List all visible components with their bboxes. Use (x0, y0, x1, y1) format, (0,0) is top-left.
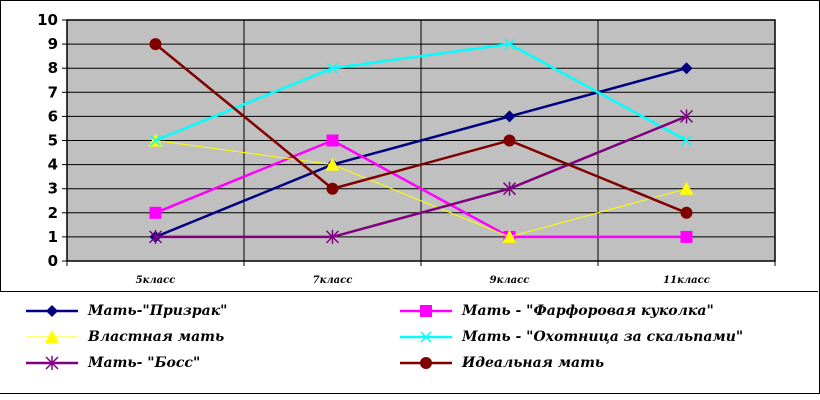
y-tick-label: 3 (48, 180, 58, 198)
data-point-0-2 (503, 110, 516, 123)
legend-swatch-marker (420, 305, 432, 317)
legend-item: Идеальная мать (398, 352, 604, 374)
data-point-3-2 (503, 38, 516, 50)
y-tick-label: 1 (48, 228, 58, 246)
legend-item: Мать- "Босс" (24, 352, 200, 374)
y-tick-label: 5 (48, 132, 58, 150)
legend-swatch-marker (46, 305, 58, 317)
x-tick-label: 5класс (136, 275, 176, 286)
legend-label: Мать- "Босс" (88, 355, 201, 371)
legend-swatch (400, 357, 452, 369)
y-tick-label: 10 (37, 11, 58, 29)
y-tick-label: 6 (48, 107, 58, 125)
legend-swatch-marker (45, 330, 59, 343)
data-point-1-0 (149, 206, 162, 219)
series-line-5 (154, 43, 687, 214)
data-point-2-1 (325, 157, 340, 171)
legend-item: Мать - "Фарфоровая куколка" (398, 300, 714, 322)
x-tick-label: 7класс (313, 275, 353, 286)
series-line-1 (155, 139, 687, 239)
data-point-2-3 (679, 181, 694, 195)
y-tick-label: 8 (48, 59, 58, 77)
legend-label: Мать - "Охотница за скальпами" (462, 329, 744, 345)
data-point-5-1 (326, 182, 339, 195)
data-point-3-3 (680, 134, 693, 147)
legend-swatch (400, 305, 452, 317)
legend-swatch-marker (45, 356, 59, 370)
data-point-1-1 (326, 134, 339, 147)
legend-item: Мать - "Охотница за скальпами" (398, 326, 743, 348)
x-tick-label: 11класс (663, 275, 710, 286)
data-point-2-2 (502, 229, 517, 243)
data-point-1-3 (680, 230, 693, 243)
data-point-3-1 (326, 62, 339, 74)
data-point-5-2 (503, 134, 516, 147)
legend-swatch (400, 331, 452, 343)
legend-label: Мать-"Призрак" (88, 303, 228, 319)
series-line-2 (155, 140, 687, 238)
plot-border (66, 19, 776, 262)
chart-plot: 0 1 2 3 4 5 6 7 8 9 10 5класс 7класс 9класс 11класс (37, 11, 776, 286)
data-point-5-3 (680, 206, 693, 219)
series-line-4 (155, 115, 687, 239)
legend-item: Мать-"Призрак" (24, 300, 227, 322)
chart-legend: Мать-"Призрак" Властная мать Мать- "Босс" М… (0, 291, 818, 393)
y-tick-label: 7 (48, 83, 58, 101)
legend-label: Властная мать (88, 329, 225, 345)
data-point-4-1 (325, 229, 340, 244)
legend-swatch-marker (420, 331, 432, 343)
data-point-4-0 (148, 229, 163, 244)
legend-swatch (26, 305, 78, 317)
data-point-5-0 (149, 38, 162, 51)
legend-swatch-marker (420, 357, 432, 369)
x-tick-label: 9класс (490, 275, 530, 286)
y-tick-label: 2 (48, 204, 58, 222)
y-tick-label: 9 (48, 35, 58, 53)
data-point-3-0 (149, 134, 162, 147)
legend-swatch (26, 356, 78, 370)
y-tick-label: 0 (48, 252, 58, 270)
series-line-3 (155, 42, 688, 142)
data-point-4-3 (679, 109, 694, 124)
legend-label: Мать - "Фарфоровая куколка" (462, 303, 714, 319)
y-tick-label: 4 (48, 156, 58, 174)
data-point-4-2 (502, 181, 517, 196)
legend-swatch (26, 330, 78, 343)
legend-item: Властная мать (24, 326, 224, 348)
legend-label: Идеальная мать (462, 355, 605, 371)
data-point-0-3 (680, 62, 693, 75)
